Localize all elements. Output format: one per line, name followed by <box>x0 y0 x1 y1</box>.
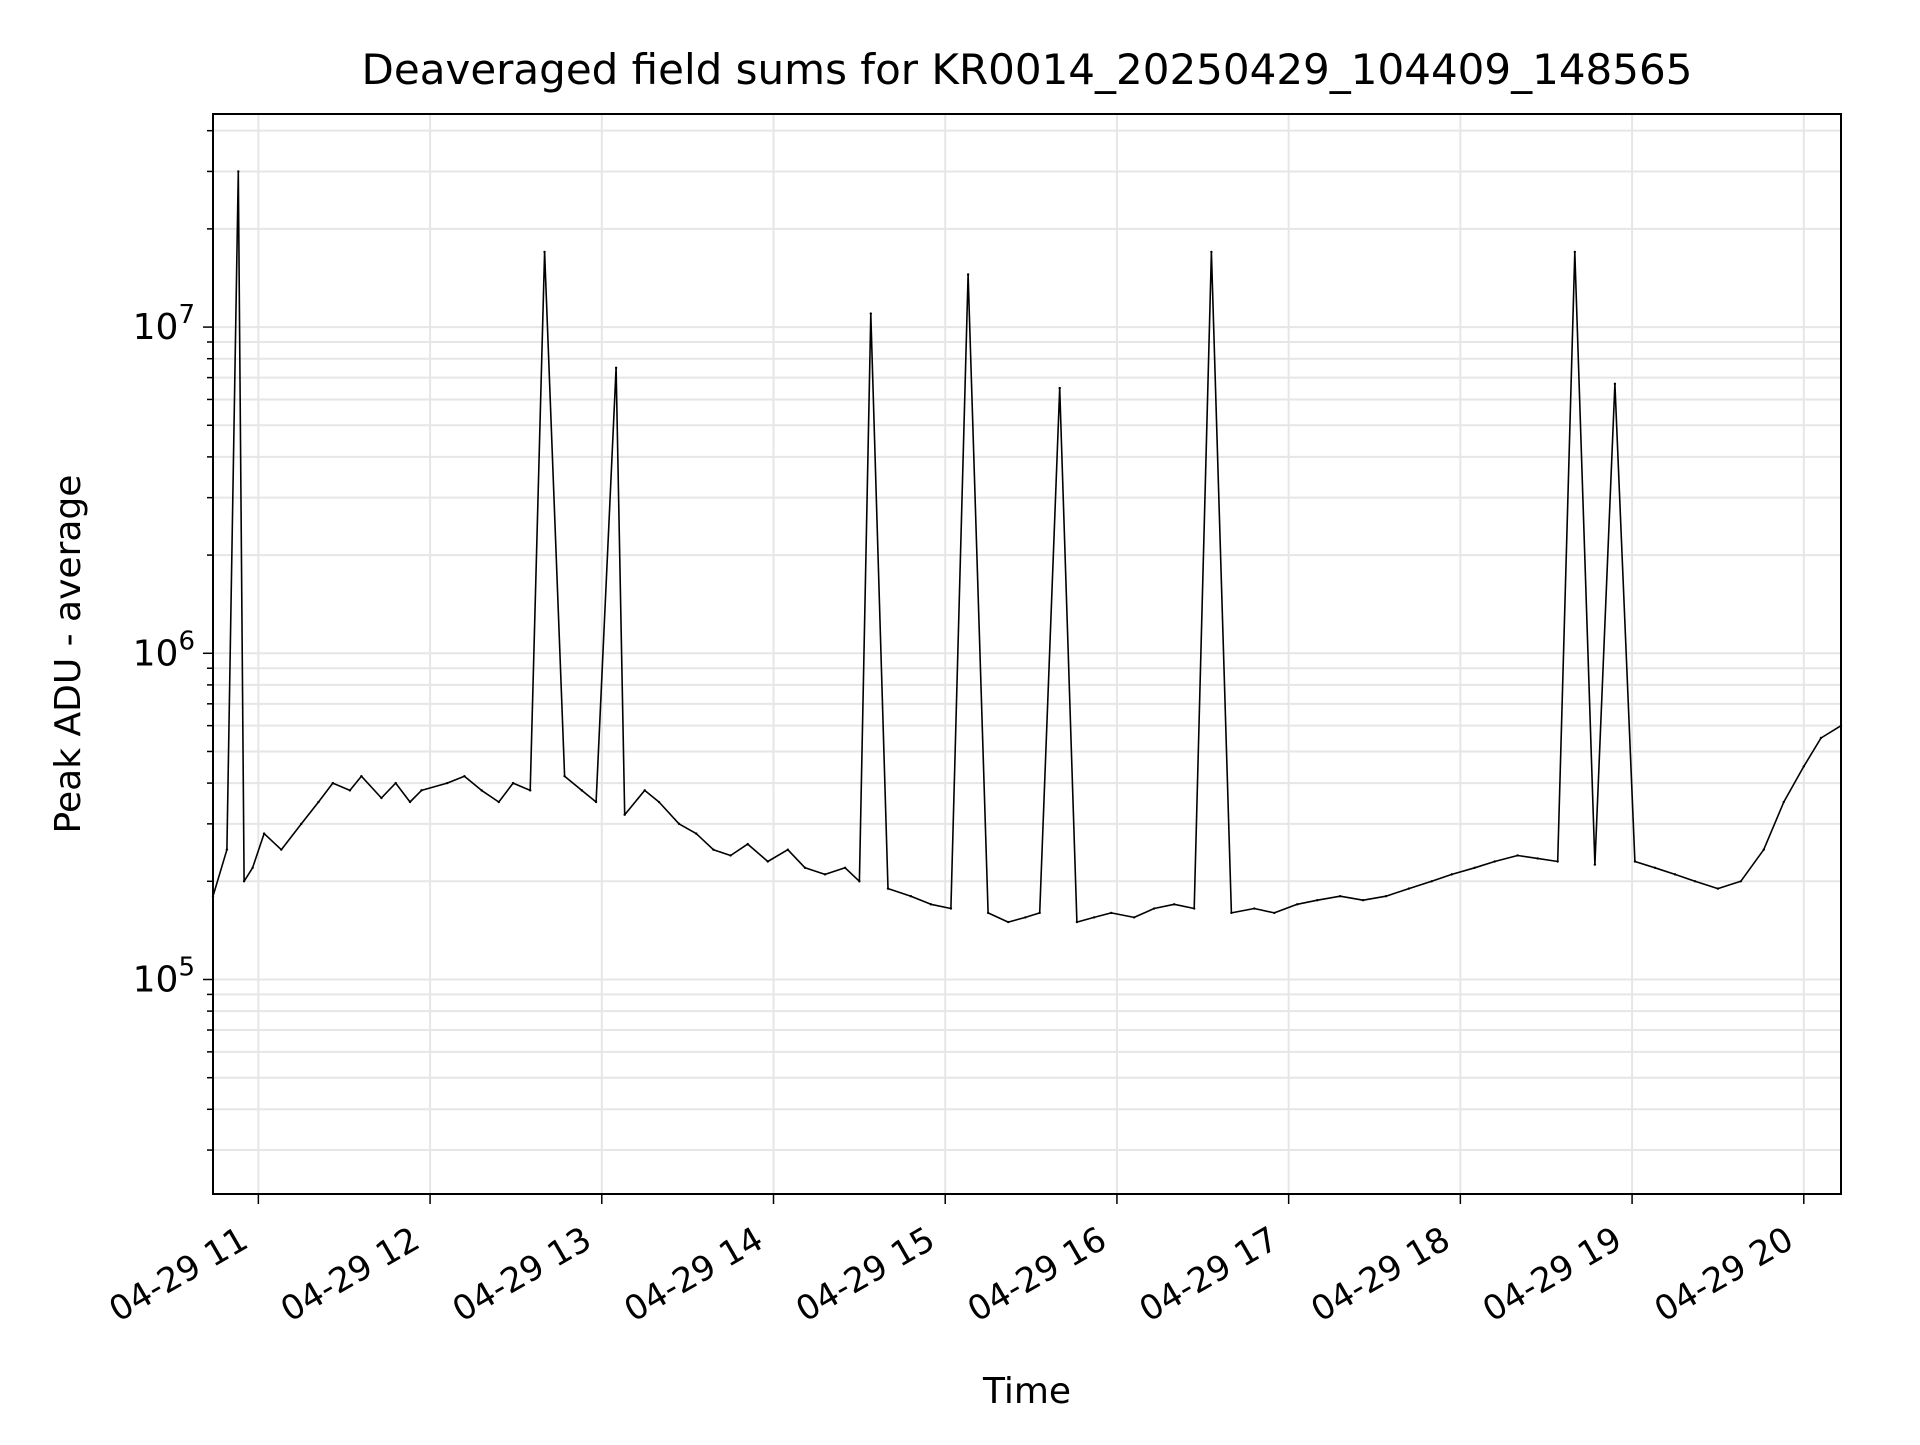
data-point <box>1006 920 1010 924</box>
data-point <box>242 880 246 883</box>
data-point <box>237 170 240 173</box>
data-point <box>1802 765 1805 768</box>
chart-title: Deaveraged field sums for KR0014_2025042… <box>362 45 1693 94</box>
data-point <box>1296 903 1299 906</box>
data-point <box>1361 899 1365 902</box>
data-point <box>1573 250 1577 254</box>
data-point <box>786 848 790 851</box>
data-point <box>1273 911 1276 915</box>
data-point <box>677 822 681 826</box>
data-point <box>623 813 626 816</box>
data-point <box>1152 907 1156 910</box>
data-point <box>746 842 749 846</box>
data-point <box>986 911 990 915</box>
data-point <box>1473 866 1476 869</box>
data-point <box>1782 800 1785 804</box>
data-point <box>1075 920 1079 924</box>
data-point <box>1430 880 1433 883</box>
data-point <box>225 848 229 851</box>
data-point <box>262 832 266 835</box>
data-point <box>300 822 303 826</box>
data-point <box>1058 386 1061 390</box>
data-point <box>949 907 953 910</box>
data-point <box>712 848 715 851</box>
data-point <box>408 800 412 804</box>
data-point <box>909 895 913 898</box>
data-point <box>1210 250 1213 254</box>
data-point <box>843 866 847 869</box>
data-point <box>1693 880 1697 883</box>
data-point <box>695 832 698 835</box>
data-point <box>1338 895 1342 898</box>
data-point <box>331 781 334 785</box>
x-axis-label: Time <box>982 1371 1071 1412</box>
data-point <box>317 800 320 804</box>
data-point <box>766 860 769 863</box>
data-point <box>1193 907 1196 910</box>
data-point <box>1450 873 1453 876</box>
series-line <box>212 170 1842 923</box>
data-point <box>594 800 598 804</box>
data-point <box>886 887 890 890</box>
data-point <box>858 880 861 883</box>
y-tick-label: 105 <box>133 952 195 1000</box>
data-point <box>1230 911 1233 915</box>
data-point <box>643 789 646 792</box>
data-point <box>497 800 500 804</box>
data-point <box>1819 736 1823 740</box>
data-point <box>869 312 873 315</box>
data-point <box>480 789 483 792</box>
data-point <box>1092 916 1096 919</box>
data-point <box>580 789 583 792</box>
data-point <box>1407 887 1411 890</box>
data-point <box>529 789 532 792</box>
data-point <box>1493 860 1496 863</box>
y-tick-label: 107 <box>133 300 195 348</box>
data-point <box>1653 866 1657 869</box>
data-series <box>211 170 1843 924</box>
data-point <box>446 781 449 785</box>
data-point <box>463 774 466 778</box>
data-point <box>1673 873 1677 876</box>
y-axis-label: Peak ADU - average <box>48 475 89 834</box>
data-point <box>614 366 618 370</box>
data-point <box>1516 854 1519 857</box>
data-point <box>543 250 546 254</box>
data-point <box>394 781 397 785</box>
data-point <box>251 866 254 869</box>
data-point <box>1613 382 1617 386</box>
data-point <box>729 854 732 857</box>
data-point <box>511 781 515 785</box>
data-point <box>360 774 363 778</box>
data-point <box>348 789 352 792</box>
data-point <box>1038 911 1041 915</box>
y-tick-label: 106 <box>133 626 195 674</box>
data-point <box>1536 857 1539 860</box>
data-point <box>1593 863 1597 866</box>
data-point <box>1132 916 1136 919</box>
data-point <box>380 796 383 800</box>
data-point <box>1253 907 1256 910</box>
data-point <box>1172 903 1176 906</box>
data-point <box>657 800 661 804</box>
data-point <box>1762 848 1765 851</box>
data-point <box>1556 860 1559 863</box>
data-point <box>420 789 423 792</box>
data-point <box>966 273 970 276</box>
data-point <box>563 774 566 778</box>
data-point <box>929 903 933 906</box>
data-point <box>1024 916 1027 919</box>
data-point <box>1716 887 1720 890</box>
data-point <box>1739 880 1743 883</box>
data-point <box>803 866 807 869</box>
data-point <box>1633 860 1637 863</box>
data-point <box>823 873 827 876</box>
data-point <box>1316 899 1319 902</box>
data-point <box>1110 911 1113 915</box>
data-point <box>1384 895 1388 898</box>
data-point <box>280 848 283 851</box>
